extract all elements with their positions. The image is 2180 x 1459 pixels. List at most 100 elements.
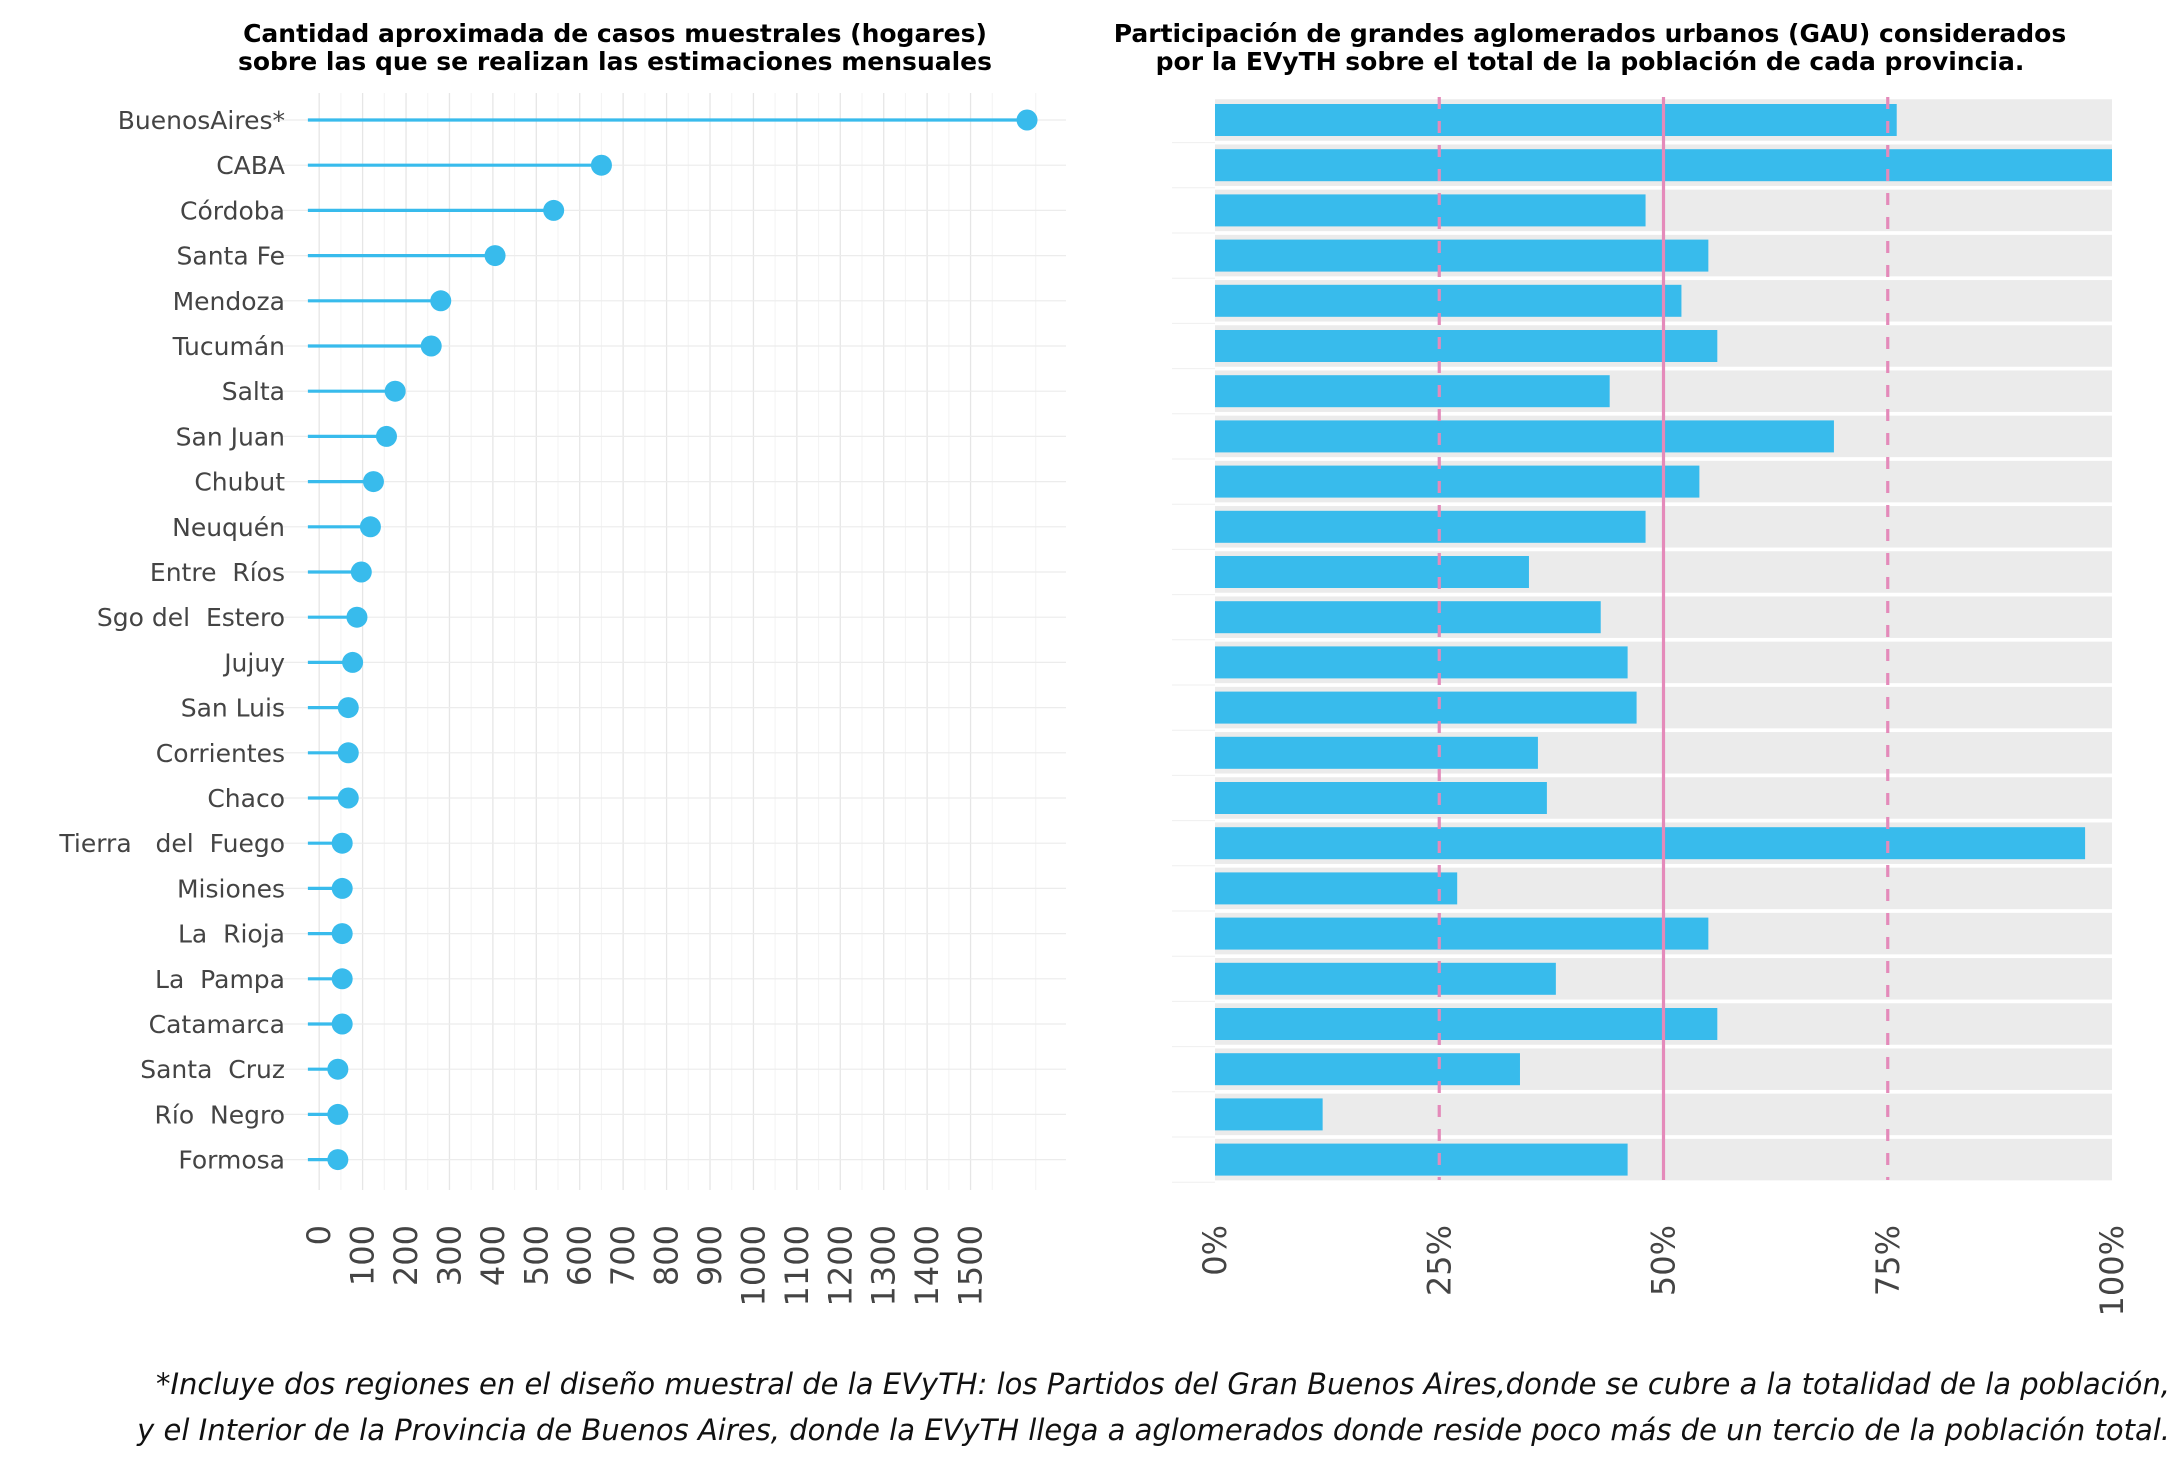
right-chart-title-line-2: por la EVyTH sobre el total de la poblac… xyxy=(1156,47,2025,76)
left-category-label: Tucumán xyxy=(172,332,285,361)
left-x-tick-label: 1300 xyxy=(865,1225,903,1306)
left-category-label: Río Negro xyxy=(155,1100,285,1129)
lollipop-point xyxy=(420,335,442,357)
lollipop-point xyxy=(430,290,452,312)
bar xyxy=(1215,104,1897,136)
left-x-tick-label: 100 xyxy=(344,1225,382,1286)
bar xyxy=(1215,194,1646,227)
bar xyxy=(1215,375,1610,408)
footnote-line-1: *Incluye dos regiones en el diseño muest… xyxy=(156,1367,2170,1401)
bar xyxy=(1215,872,1458,905)
bar xyxy=(1215,420,1834,453)
bar xyxy=(1215,1143,1628,1176)
left-category-label: Corrientes xyxy=(156,739,285,768)
bar xyxy=(1215,330,1718,362)
right-x-tick-label: 50% xyxy=(1645,1225,1683,1296)
lollipop-point xyxy=(337,697,359,719)
bar xyxy=(1215,284,1682,317)
left-category-label: Mendoza xyxy=(173,287,285,316)
bar xyxy=(1215,465,1700,498)
left-x-tick-label: 400 xyxy=(474,1225,512,1286)
left-category-label: Salta xyxy=(222,377,285,406)
left-category-label: BuenosAires* xyxy=(118,106,285,135)
left-x-tick-label: 900 xyxy=(691,1225,729,1286)
left-x-tick-label: 700 xyxy=(604,1225,642,1286)
left-category-label: Jujuy xyxy=(222,648,285,677)
left-category-label: Entre Ríos xyxy=(150,558,285,587)
left-category-label: Catamarca xyxy=(149,1010,285,1039)
bar xyxy=(1215,736,1538,769)
bar xyxy=(1215,1053,1520,1086)
reference-lines xyxy=(1437,97,1890,1180)
left-chart-title-line-2: sobre las que se realizan las estimacion… xyxy=(238,47,992,76)
right-chart-title-line-1: Participación de grandes aglomerados urb… xyxy=(1114,19,2067,48)
lollipop-point xyxy=(543,199,565,221)
lollipop-point xyxy=(342,651,364,673)
lollipop-point xyxy=(337,787,359,809)
bar xyxy=(1215,1008,1718,1040)
left-category-label: San Luis xyxy=(181,694,285,723)
left-x-tick-label: 0 xyxy=(300,1225,338,1245)
lollipop-point xyxy=(331,968,353,990)
left-x-tick-label: 200 xyxy=(387,1225,425,1286)
left-x-tick-label: 1000 xyxy=(734,1225,772,1306)
left-category-label: Sgo del Estero xyxy=(97,603,285,632)
left-x-tick-label: 1200 xyxy=(821,1225,859,1306)
bar xyxy=(1215,827,2086,860)
footnote: *Incluye dos regiones en el diseño muest… xyxy=(136,1367,2170,1447)
left-x-tick-label: 800 xyxy=(648,1225,686,1286)
left-category-label: Tierra del Fuego xyxy=(58,829,285,858)
left-category-label: Santa Cruz xyxy=(140,1055,285,1084)
left-x-tick-label: 300 xyxy=(430,1225,468,1286)
left-category-label: Formosa xyxy=(178,1146,285,1175)
left-x-tick-label: 1100 xyxy=(778,1225,816,1306)
left-category-label: Chaco xyxy=(207,784,285,813)
lollipop-point xyxy=(384,380,406,402)
bar xyxy=(1215,510,1646,543)
lollipop-point xyxy=(327,1149,349,1171)
left-category-label: San Juan xyxy=(176,422,285,451)
bar xyxy=(1215,691,1637,724)
left-chart-title-line-1: Cantidad aproximada de casos muestrales … xyxy=(243,19,987,48)
bar xyxy=(1215,556,1529,588)
left-x-tick-label: 1500 xyxy=(952,1225,990,1306)
lollipop-point xyxy=(331,877,353,899)
left-category-label: La Rioja xyxy=(178,920,285,949)
lollipop-point xyxy=(484,245,506,267)
left-x-tick-label: 600 xyxy=(561,1225,599,1286)
bar xyxy=(1215,782,1547,814)
footnote-line-2: y el Interior de la Provincia de Buenos … xyxy=(136,1413,2170,1447)
left-category-label: CABA xyxy=(216,151,285,180)
left-x-tick-labels: 0 100 200 300 400 500 600 700 800 900 1000 1100 1200… xyxy=(300,1225,989,1306)
bar xyxy=(1215,239,1709,272)
lollipop-chart-panel: Cantidad aproximada de casos muestrales … xyxy=(58,19,1066,1306)
lollipop-point xyxy=(346,606,368,628)
bar xyxy=(1215,962,1556,995)
left-category-label: Misiones xyxy=(177,874,285,903)
lollipop-point xyxy=(362,471,384,493)
lollipop-point xyxy=(331,923,353,945)
bar xyxy=(1215,1098,1323,1131)
right-x-tick-label: 0% xyxy=(1196,1225,1234,1276)
left-category-label: Chubut xyxy=(194,468,285,497)
bar xyxy=(1215,646,1628,679)
left-gridlines xyxy=(270,93,1066,1190)
bar-marks xyxy=(1215,104,2112,1176)
bar-chart-panel: Participación de grandes aglomerados urb… xyxy=(1114,19,2131,1316)
left-x-tick-label: 500 xyxy=(517,1225,555,1286)
left-x-tick-label: 1400 xyxy=(908,1225,946,1306)
right-x-tick-label: 100% xyxy=(2093,1225,2131,1316)
lollipop-point xyxy=(350,561,372,583)
bar xyxy=(1215,601,1601,634)
bar xyxy=(1215,917,1709,950)
lollipop-point xyxy=(337,742,359,764)
lollipop-marks xyxy=(307,109,1038,1171)
lollipop-point xyxy=(327,1058,349,1080)
lollipop-point xyxy=(375,425,397,447)
right-x-tick-label: 25% xyxy=(1420,1225,1458,1296)
right-x-tick-labels: 0% 25% 50% 75% 100% xyxy=(1196,1225,2131,1316)
lollipop-point xyxy=(331,1013,353,1035)
lollipop-point xyxy=(590,154,612,176)
right-x-tick-label: 75% xyxy=(1869,1225,1907,1296)
